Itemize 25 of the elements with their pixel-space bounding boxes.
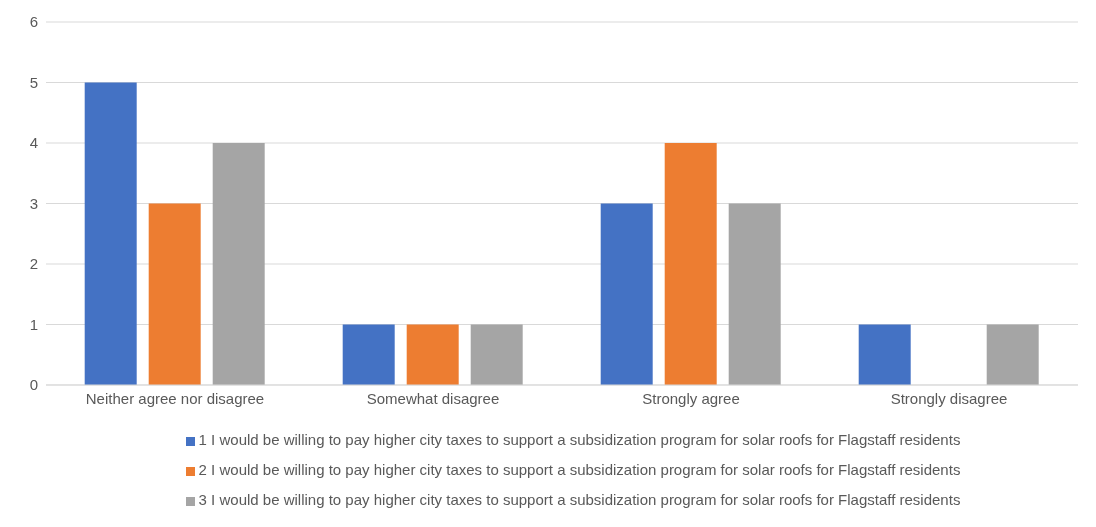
x-tick-label: Strongly disagree xyxy=(890,389,1008,407)
bar xyxy=(986,324,1039,385)
bar xyxy=(664,143,717,385)
x-tick-label: Strongly agree xyxy=(642,389,740,407)
y-tick-label: 4 xyxy=(29,134,38,152)
bar xyxy=(148,203,201,385)
bar xyxy=(212,143,265,385)
legend-label: 2 I would be willing to pay higher city taxes to support a subsidization program for solar roofs for Flagstaff residents xyxy=(198,461,961,478)
y-tick-label: 1 xyxy=(29,315,38,333)
bar xyxy=(84,82,137,385)
bar xyxy=(406,324,459,385)
bar xyxy=(858,324,911,385)
x-tick-label: Neither agree nor disagree xyxy=(85,389,265,407)
bar xyxy=(728,203,781,385)
y-tick-label: 0 xyxy=(29,376,38,394)
y-tick-label: 6 xyxy=(29,13,38,31)
legend-label: 1 I would be willing to pay higher city taxes to support a subsidization program for solar roofs for Flagstaff residents xyxy=(198,431,961,448)
legend-label: 3 I would be willing to pay higher city taxes to support a subsidization program for solar roofs for Flagstaff residents xyxy=(198,491,961,508)
y-tick-label: 3 xyxy=(29,194,38,212)
y-tick-label: 5 xyxy=(29,73,38,91)
bar xyxy=(342,324,395,385)
y-tick-label: 2 xyxy=(29,255,38,273)
x-tick-label: Somewhat disagree xyxy=(366,389,500,407)
bar xyxy=(470,324,523,385)
bar xyxy=(600,203,653,385)
